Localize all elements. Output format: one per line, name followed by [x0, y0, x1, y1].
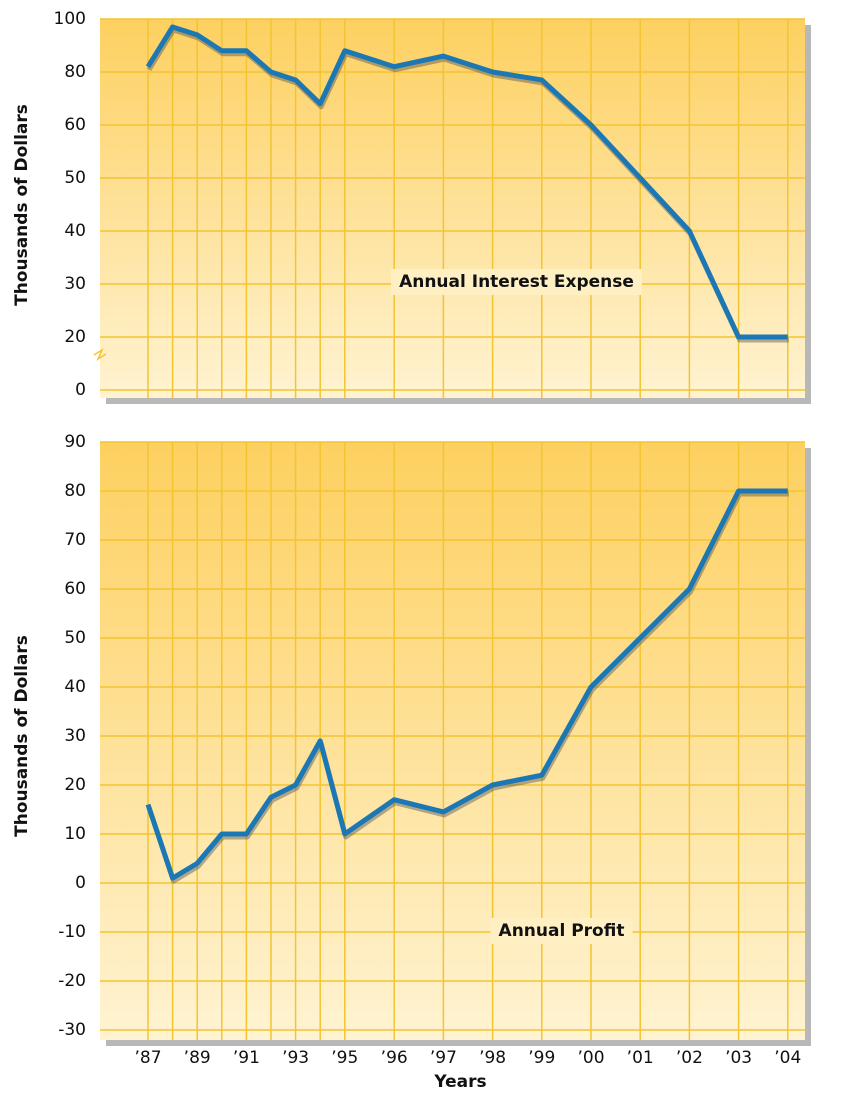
annotation-bg — [391, 269, 642, 295]
plot-area — [100, 19, 805, 398]
y-tick-label: 30 — [64, 726, 86, 746]
annotation: Annual Profit — [499, 921, 625, 941]
y-tick-label: -30 — [58, 1020, 86, 1040]
x-tick-label: ’02 — [676, 1048, 703, 1068]
x-tick-label: ’01 — [627, 1048, 654, 1068]
y-tick-label: 50 — [64, 168, 86, 188]
x-tick-label: ’04 — [774, 1048, 801, 1068]
y-tick-label: 80 — [64, 481, 86, 501]
y-axis-title: Thousands of Dollars — [12, 635, 32, 837]
y-tick-label: 40 — [64, 677, 86, 697]
y-tick-label: 30 — [64, 274, 86, 294]
y-tick-label: 60 — [64, 115, 86, 135]
annotation: Annual Interest Expense — [399, 272, 634, 292]
y-tick-label: 40 — [64, 221, 86, 241]
y-tick-label: 80 — [64, 62, 86, 82]
x-tick-label: ’03 — [725, 1048, 752, 1068]
x-tick-label: ’97 — [430, 1048, 457, 1068]
data-line — [145, 488, 788, 881]
y-tick-label: -20 — [58, 971, 86, 991]
axis-break — [93, 348, 107, 361]
y-tick-label: 70 — [64, 530, 86, 550]
x-tick-label: ’96 — [381, 1048, 408, 1068]
x-tick-label: ’91 — [233, 1048, 260, 1068]
y-tick-label: 10 — [64, 824, 86, 844]
x-tick-label: ’93 — [282, 1048, 309, 1068]
x-tick-label: ’00 — [577, 1048, 604, 1068]
x-tick-label: ’87 — [134, 1048, 161, 1068]
x-tick-label: ’95 — [331, 1048, 358, 1068]
y-tick-label: 0 — [75, 873, 86, 893]
y-tick-label: 20 — [64, 775, 86, 795]
y-tick-label: -10 — [58, 922, 86, 942]
annotation-bg — [490, 918, 633, 944]
x-axis-title: Years — [433, 1072, 486, 1092]
y-tick-label: 0 — [75, 380, 86, 400]
y-tick-label: 90 — [64, 432, 86, 452]
y-tick-label: 20 — [64, 327, 86, 347]
x-tick-label: ’98 — [479, 1048, 506, 1068]
x-tick-label: ’99 — [528, 1048, 555, 1068]
data-line — [145, 24, 788, 340]
y-tick-label: 100 — [54, 9, 86, 29]
x-tick-label: ’89 — [184, 1048, 211, 1068]
y-tick-label: 60 — [64, 579, 86, 599]
plot-area — [100, 442, 805, 1040]
line-shadow — [146, 491, 789, 884]
y-tick-label: 50 — [64, 628, 86, 648]
y-axis-title: Thousands of Dollars — [12, 104, 32, 306]
